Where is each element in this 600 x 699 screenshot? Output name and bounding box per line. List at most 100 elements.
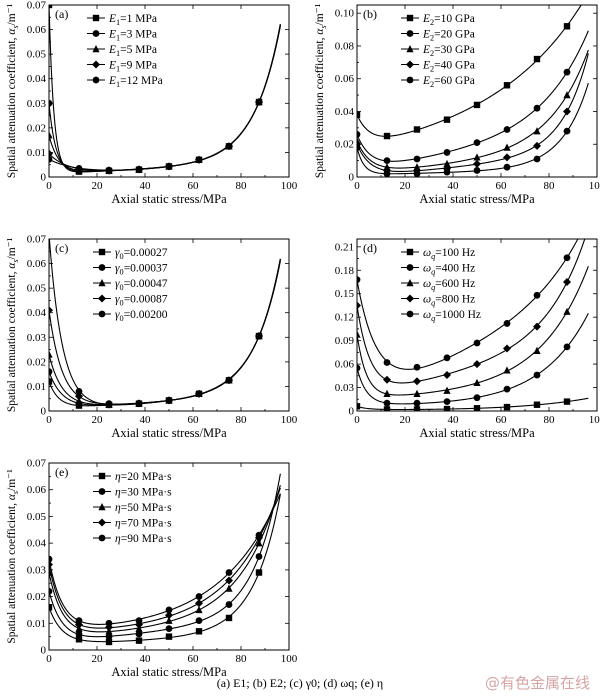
data-point	[105, 619, 113, 627]
series-line-3	[49, 25, 281, 172]
legend-marker	[92, 14, 100, 22]
y-tick-label: 0.07	[27, 0, 47, 12]
data-point	[49, 555, 53, 563]
x-tick-label: 60	[496, 180, 508, 192]
legend-entry: ωq=1000 Hz	[423, 309, 481, 323]
legend-entry: E1=3 MPa	[108, 29, 157, 43]
x-tick-label: 60	[188, 180, 200, 192]
series-line-0	[49, 5, 281, 173]
data-point	[75, 636, 83, 643]
data-point	[135, 637, 143, 644]
legend-entry: ωq=600 Hz	[423, 278, 475, 292]
data-point	[135, 165, 143, 173]
legend-marker	[98, 279, 106, 287]
x-tick-label: 80	[544, 414, 556, 426]
data-point	[473, 101, 481, 109]
x-axis-label: Axial static stress/MPa	[419, 192, 535, 206]
data-point	[473, 394, 481, 402]
legend-entry: E2=60 GPa	[422, 75, 475, 89]
data-point	[563, 343, 571, 351]
y-tick-label: 0.08	[335, 40, 355, 52]
y-tick-label: 0.04	[27, 538, 47, 550]
chart-panel-2: 0 20 40 60 80 100 0 0.01 0.02 0.03 0.04 0.05 0.06 0.0…	[6, 234, 298, 441]
data-point	[49, 378, 53, 385]
legend-entry: η=70 MPa·s	[115, 518, 172, 530]
data-point	[563, 278, 571, 286]
series-line-0	[357, 5, 582, 137]
legend-entry: η=90 MPa·s	[115, 533, 172, 545]
y-tick-label: 0.02	[27, 122, 46, 134]
legend-marker	[406, 60, 414, 69]
x-tick-label: 40	[140, 414, 152, 426]
data-point	[443, 405, 451, 411]
x-tick-label: 80	[544, 180, 556, 192]
x-tick-label: 20	[400, 414, 412, 426]
series-line-2	[49, 485, 281, 633]
x-tick-label: 100	[281, 414, 298, 426]
series-line-2	[49, 24, 281, 172]
x-tick-label: 60	[496, 414, 508, 426]
legend-marker	[406, 279, 414, 287]
legend-marker	[98, 488, 106, 495]
x-tick-label: 60	[188, 653, 200, 665]
data-point	[225, 569, 233, 576]
data-point	[383, 170, 391, 177]
series-line-1	[357, 30, 589, 162]
data-point	[443, 159, 451, 168]
data-point	[533, 104, 541, 112]
data-point	[413, 126, 421, 133]
data-point	[383, 389, 391, 397]
x-tick-label: 60	[188, 414, 200, 426]
data-point	[563, 127, 571, 135]
data-point	[443, 116, 451, 123]
data-point	[165, 397, 173, 404]
data-point	[105, 166, 113, 174]
data-point	[503, 403, 511, 411]
y-tick-label: 0.04	[27, 73, 47, 85]
data-point	[225, 614, 233, 622]
y-tick-label: 0.02	[335, 139, 354, 151]
legend-entry: E1=12 MPa	[108, 75, 163, 89]
y-axis-label: Spatial attenuation coefficient, αs/m⁻¹	[314, 3, 328, 178]
data-point	[75, 630, 83, 638]
data-point	[165, 616, 173, 624]
data-point	[255, 553, 263, 560]
y-tick-label: 0.03	[27, 332, 47, 344]
data-point	[49, 149, 53, 158]
y-tick-label: 0	[41, 406, 47, 418]
y-tick-label: 0	[349, 406, 355, 418]
chart-panel-1: 0 20 40 60 80 100 0 0.02 0.04 0.06 0.08 0.10 Axial s…	[314, 3, 600, 206]
data-point	[135, 630, 143, 638]
y-tick-label: 0.02	[27, 356, 46, 368]
data-point	[563, 254, 571, 262]
data-point	[503, 344, 511, 353]
data-point	[165, 625, 173, 633]
y-tick-label: 0.05	[27, 283, 47, 295]
x-axis-label: Axial static stress/MPa	[111, 665, 227, 679]
data-point	[503, 320, 511, 327]
y-tick-label: 0.03	[335, 382, 355, 394]
data-point	[443, 354, 451, 362]
data-point	[357, 111, 361, 118]
data-point	[443, 398, 451, 406]
series-line-4	[49, 493, 281, 625]
data-point	[49, 5, 53, 9]
data-point	[75, 397, 83, 405]
data-point	[165, 606, 173, 614]
y-tick-label: 0.06	[27, 484, 47, 496]
y-tick-label: 0.03	[27, 564, 47, 576]
data-point	[533, 322, 541, 331]
legend-entry: ωq=800 Hz	[423, 294, 475, 308]
plot-frame	[48, 4, 290, 178]
data-point	[473, 339, 481, 347]
data-point	[105, 638, 113, 646]
x-tick-label: 80	[236, 414, 248, 426]
y-tick-label: 0.09	[335, 335, 355, 347]
x-tick-label: 100	[589, 414, 600, 426]
y-tick-label: 0.04	[335, 106, 355, 118]
data-point	[383, 359, 391, 366]
data-point	[255, 531, 263, 539]
data-point	[195, 605, 203, 614]
